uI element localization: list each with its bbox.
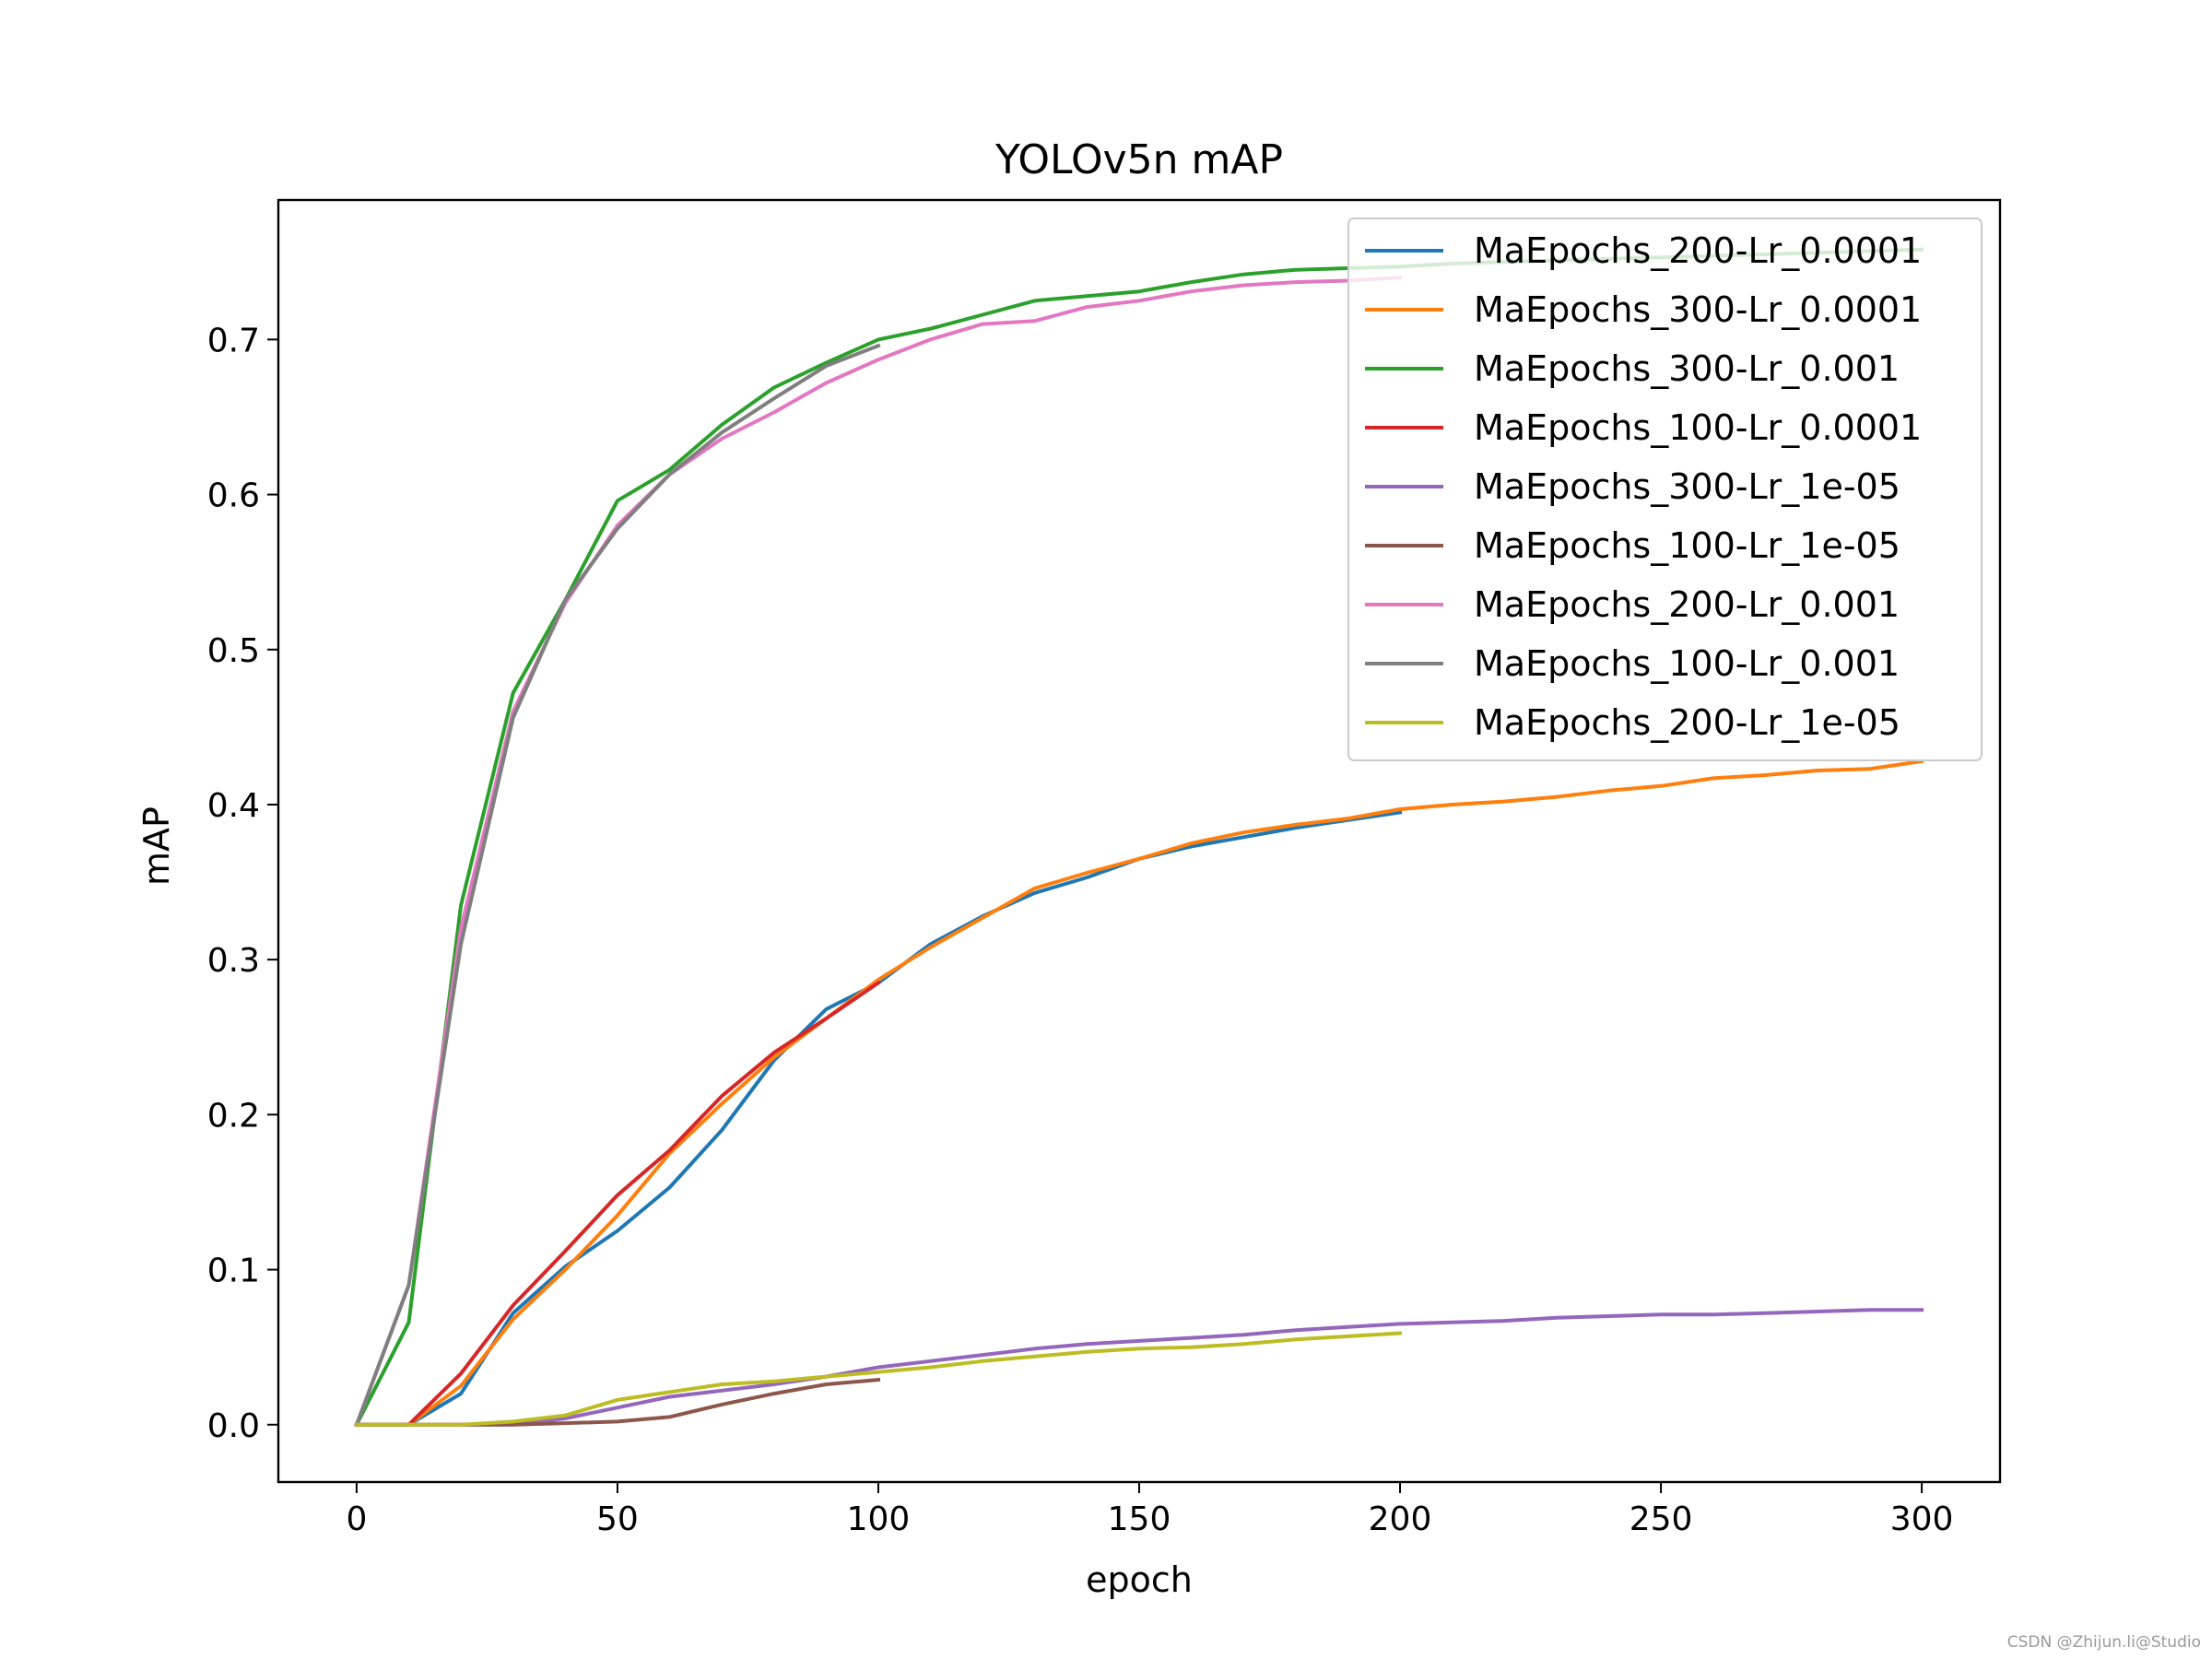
series-line-2 [354, 759, 1924, 1427]
legend: MaEpochs_200-Lr_0.0001 MaEpochs_300-Lr_0.… [1347, 218, 1983, 761]
legend-label: MaEpochs_100-Lr_1e-05 [1474, 525, 1900, 566]
legend-box [1347, 218, 1983, 761]
y-tick-label: 0.6 [207, 477, 260, 515]
x-tick-label: 300 [1890, 1500, 1954, 1538]
x-tick-label: 250 [1630, 1500, 1693, 1538]
chart-title: YOLOv5n mAP [994, 136, 1283, 183]
y-axis: 0.0 0.1 0.2 0.3 0.4 0.5 0.6 0.7 [207, 322, 278, 1445]
series-line-4 [354, 980, 881, 1427]
plot-lines [354, 247, 1924, 1428]
y-tick-label: 0.4 [207, 787, 260, 825]
watermark: CSDN @Zhijun.li@Studio [2006, 1633, 2201, 1652]
x-tick-label: 50 [596, 1500, 639, 1538]
y-tick-label: 0.1 [207, 1253, 260, 1290]
y-axis-label: mAP [136, 806, 177, 886]
y-tick-label: 0.5 [207, 632, 260, 670]
series-line-5 [354, 1308, 1924, 1427]
x-tick-label: 0 [346, 1500, 367, 1538]
legend-label: MaEpochs_300-Lr_0.0001 [1474, 289, 1922, 330]
x-tick-label: 100 [847, 1500, 911, 1538]
series-line-8 [354, 343, 881, 1428]
legend-label: MaEpochs_100-Lr_0.001 [1474, 643, 1900, 684]
legend-label: MaEpochs_300-Lr_0.001 [1474, 348, 1900, 389]
x-axis-label: epoch [1086, 1559, 1193, 1600]
y-tick-label: 0.3 [207, 942, 260, 980]
legend-label: MaEpochs_200-Lr_0.001 [1474, 584, 1900, 625]
series-line-9 [354, 1331, 1403, 1427]
legend-label: MaEpochs_200-Lr_0.0001 [1474, 230, 1922, 271]
legend-label: MaEpochs_200-Lr_1e-05 [1474, 702, 1900, 743]
y-tick-label: 0.0 [207, 1407, 260, 1445]
legend-label: MaEpochs_100-Lr_0.0001 [1474, 407, 1922, 448]
legend-label: MaEpochs_300-Lr_1e-05 [1474, 466, 1900, 507]
x-axis: 0 50 100 150 200 250 300 [346, 1482, 1953, 1538]
x-tick-label: 200 [1369, 1500, 1432, 1538]
x-tick-label: 150 [1108, 1500, 1171, 1538]
y-tick-label: 0.7 [207, 322, 260, 359]
y-tick-label: 0.2 [207, 1097, 260, 1135]
